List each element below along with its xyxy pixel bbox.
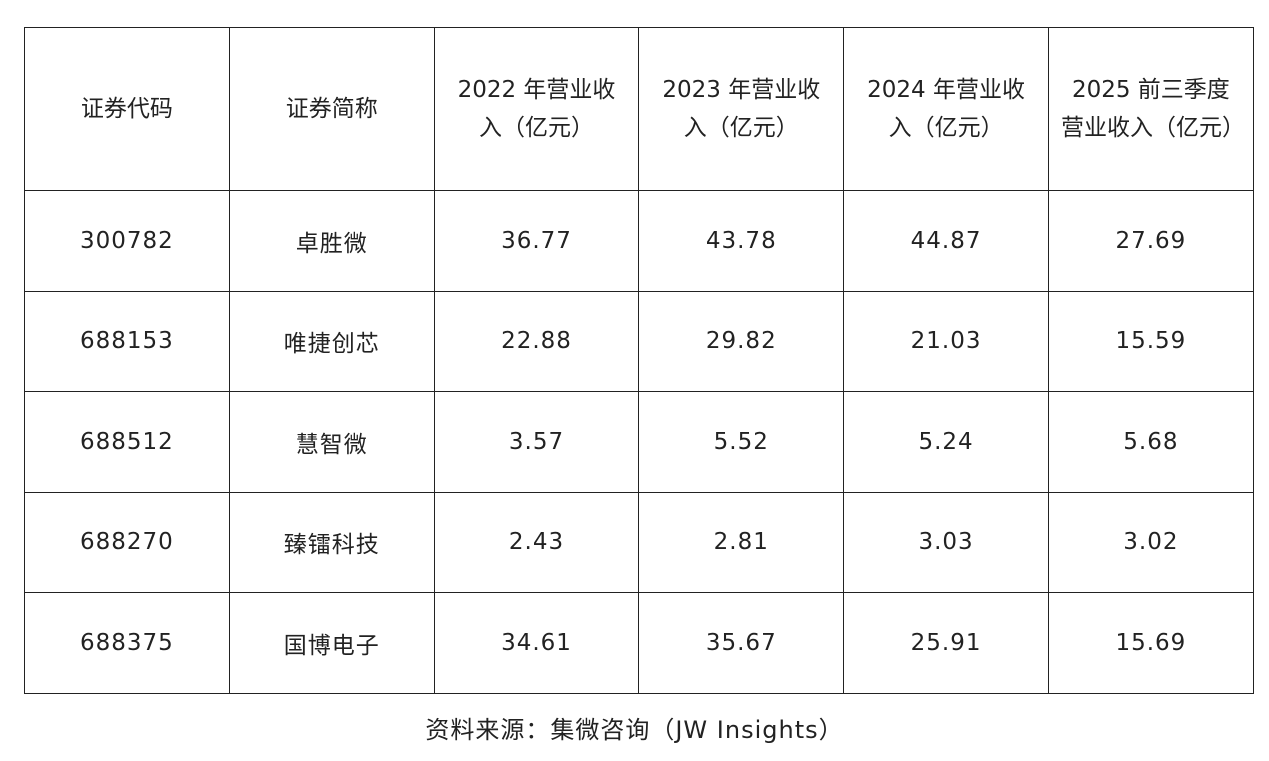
value-cell: 2.43 xyxy=(433,491,640,593)
table-body: 300782 卓胜微 36.77 43.78 44.87 27.69 688153 唯捷创芯 2… xyxy=(24,190,1254,694)
value-cell: 3.03 xyxy=(843,491,1049,593)
value-cell: 2.81 xyxy=(638,491,845,593)
value-cell: 36.77 xyxy=(433,190,640,292)
label-cell: 688270 xyxy=(24,491,230,593)
header-cell: 证券代码 xyxy=(24,27,230,191)
value-cell: 34.61 xyxy=(433,592,640,694)
header-cell: 2024 年营业收入（亿元） xyxy=(843,27,1049,191)
value-cell: 43.78 xyxy=(638,190,845,292)
source-note: 资料来源：集微咨询（JW Insights） xyxy=(425,716,844,744)
header-cell: 证券简称 xyxy=(228,27,435,191)
value-cell: 15.69 xyxy=(1047,592,1254,694)
label-cell: 臻镭科技 xyxy=(228,491,435,593)
table-row: 300782 卓胜微 36.77 43.78 44.87 27.69 xyxy=(24,190,1254,292)
label-cell: 慧智微 xyxy=(228,391,435,493)
label-cell: 688375 xyxy=(24,592,230,694)
value-cell: 29.82 xyxy=(638,290,845,392)
value-cell: 5.52 xyxy=(638,391,845,493)
label-cell: 300782 xyxy=(24,190,230,292)
value-cell: 15.59 xyxy=(1047,290,1254,392)
value-cell: 5.68 xyxy=(1047,391,1254,493)
table-row: 688153 唯捷创芯 22.88 29.82 21.03 15.59 xyxy=(24,290,1254,392)
value-cell: 35.67 xyxy=(638,592,845,694)
revenue-table: 证券代码 证券简称 2022 年营业收入（亿元） 2023 年营业收入（亿元） 2024… xyxy=(24,27,1254,694)
label-cell: 688153 xyxy=(24,290,230,392)
header-row: 证券代码 证券简称 2022 年营业收入（亿元） 2023 年营业收入（亿元） 2024… xyxy=(24,27,1254,191)
value-cell: 22.88 xyxy=(433,290,640,392)
value-cell: 3.57 xyxy=(433,391,640,493)
label-cell: 688512 xyxy=(24,391,230,493)
value-cell: 3.02 xyxy=(1047,491,1254,593)
table-row: 688512 慧智微 3.57 5.52 5.24 5.68 xyxy=(24,391,1254,493)
value-cell: 21.03 xyxy=(843,290,1049,392)
table-row: 688270 臻镭科技 2.43 2.81 3.03 3.02 xyxy=(24,491,1254,593)
label-cell: 卓胜微 xyxy=(228,190,435,292)
label-cell: 国博电子 xyxy=(228,592,435,694)
value-cell: 27.69 xyxy=(1047,190,1254,292)
table-row: 688375 国博电子 34.61 35.67 25.91 15.69 xyxy=(24,592,1254,694)
value-cell: 5.24 xyxy=(843,391,1049,493)
label-cell: 唯捷创芯 xyxy=(228,290,435,392)
header-cell: 2022 年营业收入（亿元） xyxy=(433,27,640,191)
header-cell: 2023 年营业收入（亿元） xyxy=(638,27,845,191)
value-cell: 25.91 xyxy=(843,592,1049,694)
value-cell: 44.87 xyxy=(843,190,1049,292)
header-cell: 2025 前三季度营业收入（亿元） xyxy=(1047,27,1254,191)
